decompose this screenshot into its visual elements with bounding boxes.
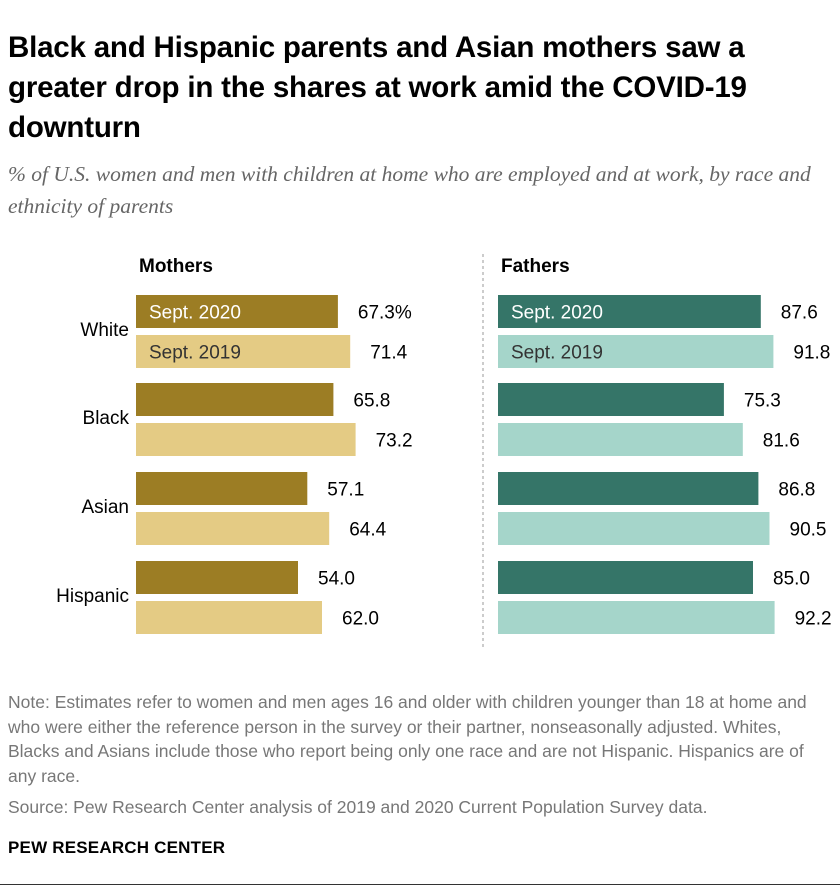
bar-chart: White Black Asian Hispanic Mothers 67.3% Sept.…: [56, 254, 832, 650]
legend-label-fathers-sept-2020: Sept. 2020: [511, 303, 603, 324]
bar-mothers-hispanic-2019: [136, 601, 322, 634]
bar-mothers-hispanic-2020: [136, 561, 298, 594]
bar-fathers-black-2020: [498, 383, 724, 416]
value-label-mothers-hispanic-2019: 62.0: [342, 609, 379, 630]
value-label-fathers-hispanic-2020: 85.0: [773, 569, 810, 590]
value-label-fathers-asian-2020: 86.8: [778, 480, 815, 501]
category-label-black: Black: [83, 408, 130, 429]
value-label-mothers-white-2020: 67.3%: [358, 303, 412, 324]
panel-title-mothers: Mothers: [139, 256, 213, 277]
chart-note: Note: Estimates refer to women and men a…: [8, 692, 807, 786]
value-label-mothers-black-2020: 65.8: [353, 391, 390, 412]
bar-fathers-white-2019: [498, 335, 774, 368]
bar-mothers-black-2020: [136, 383, 334, 416]
bar-fathers-asian-2019: [498, 512, 770, 545]
category-label-hispanic: Hispanic: [56, 586, 129, 607]
bar-mothers-asian-2019: [136, 512, 330, 545]
chart-source: Source: Pew Research Center analysis of …: [8, 797, 708, 817]
value-label-mothers-white-2019: 71.4: [370, 343, 407, 364]
panel-title-fathers: Fathers: [501, 256, 570, 277]
chart-title: Black and Hispanic parents and Asian mot…: [8, 31, 747, 144]
value-label-fathers-asian-2019: 90.5: [790, 520, 827, 541]
value-label-mothers-black-2019: 73.2: [376, 431, 413, 452]
bar-mothers-asian-2020: [136, 472, 308, 505]
legend-label-mothers-sept-2019: Sept. 2019: [149, 343, 241, 364]
chart-subtitle: % of U.S. women and men with children at…: [8, 162, 811, 218]
value-label-fathers-black-2020: 75.3: [744, 391, 781, 412]
legend-label-mothers-sept-2020: Sept. 2020: [149, 303, 241, 324]
bar-fathers-hispanic-2019: [498, 601, 775, 634]
category-label-asian: Asian: [81, 497, 129, 518]
legend-label-fathers-sept-2019: Sept. 2019: [511, 343, 603, 364]
value-label-fathers-white-2020: 87.6: [781, 303, 818, 324]
category-label-white: White: [80, 320, 129, 341]
value-label-mothers-asian-2019: 64.4: [349, 520, 386, 541]
value-label-mothers-asian-2020: 57.1: [327, 480, 364, 501]
value-label-mothers-hispanic-2020: 54.0: [318, 569, 355, 590]
bar-fathers-black-2019: [498, 423, 743, 456]
bar-fathers-white-2020: [498, 295, 761, 328]
bar-fathers-asian-2020: [498, 472, 759, 505]
bar-fathers-hispanic-2020: [498, 561, 753, 594]
value-label-fathers-black-2019: 81.6: [763, 431, 800, 452]
bar-mothers-black-2019: [136, 423, 356, 456]
bar-mothers-white-2019: [136, 335, 351, 368]
brand-logo-text: PEW RESEARCH CENTER: [8, 838, 226, 857]
value-label-fathers-hispanic-2019: 92.2: [795, 609, 832, 630]
bar-mothers-white-2020: [136, 295, 338, 328]
bottom-rule: [0, 884, 840, 885]
value-label-fathers-white-2019: 91.8: [793, 343, 830, 364]
